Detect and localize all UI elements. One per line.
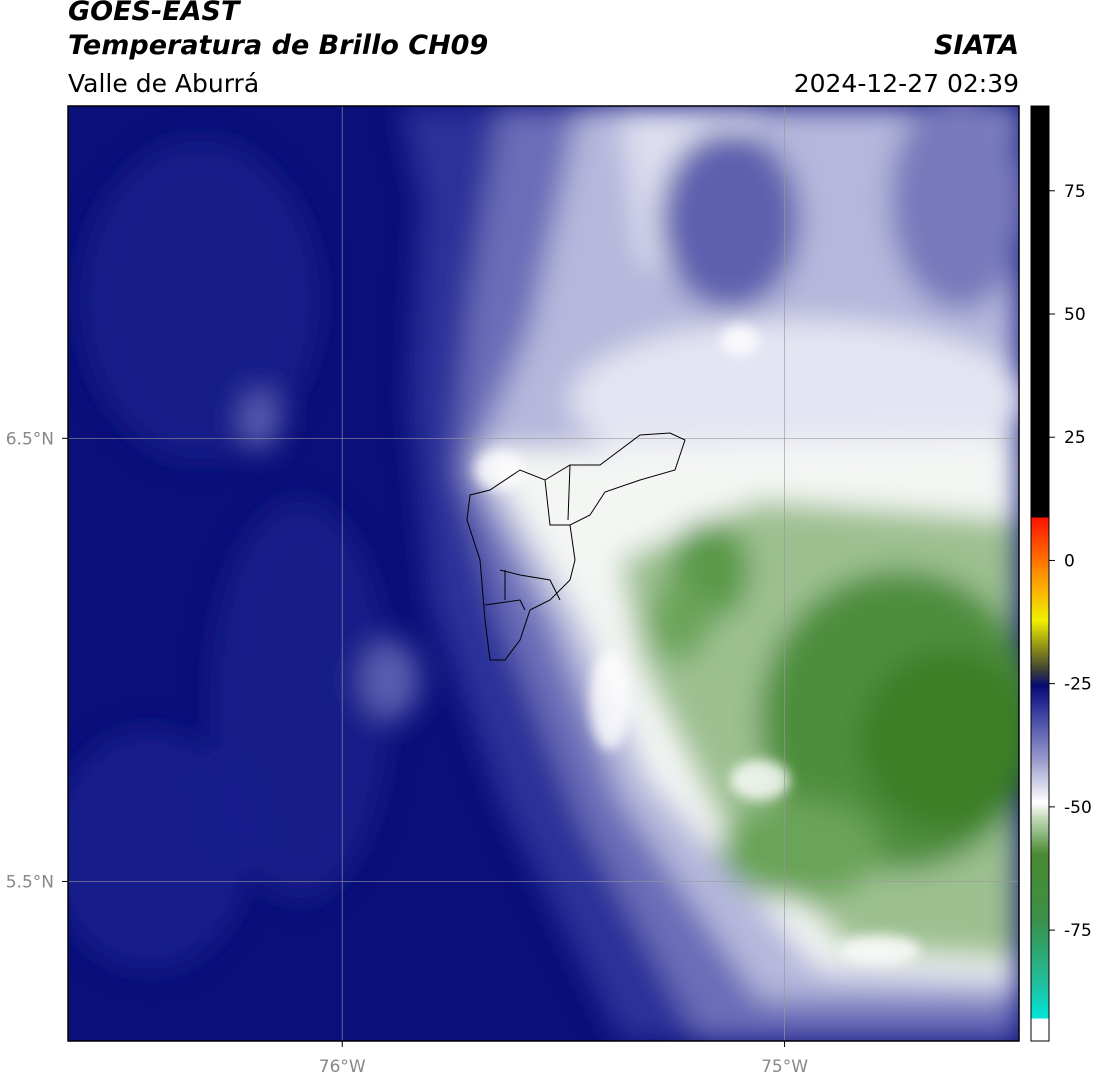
colorbar-ticks: 75 50 25 0 -25 -50 -75 (1049, 182, 1092, 941)
colorbar-tick-label: -50 (1064, 798, 1092, 818)
municipal-line (567, 464, 571, 521)
region: Valle de Aburrá (68, 69, 259, 98)
x-tick-label: 75°W (761, 1057, 808, 1077)
title-block: GOES-EAST Temperatura de Brillo CH09 Val… (68, 0, 1019, 98)
municipal-line (544, 479, 570, 526)
colorbar (1030, 105, 1050, 1042)
municipal-line (499, 569, 561, 601)
colorbar-tick-label: 25 (1064, 428, 1086, 448)
graticule: 76°W 75°W 6.5°N 5.5°N (6, 106, 1019, 1077)
colorbar-tick-label: -75 (1064, 921, 1092, 941)
valle-outline (466, 432, 686, 661)
colorbar-tick-label: 0 (1064, 551, 1075, 571)
title: GOES-EAST (68, 0, 242, 27)
y-tick-label: 6.5°N (6, 429, 54, 449)
datetime: 2024-12-27 02:39 (794, 69, 1019, 98)
colorbar-tick-label: 50 (1064, 305, 1086, 325)
colorbar-tick-label: -25 (1064, 675, 1092, 695)
colorbar-tick-label: 75 (1064, 182, 1086, 202)
map-frame (67, 105, 1020, 1042)
y-tick-label: 5.5°N (6, 872, 54, 892)
agency: SIATA (934, 30, 1019, 61)
map-image (68, 106, 1019, 1041)
municipal-line (484, 599, 526, 611)
subtitle: Temperatura de Brillo CH09 (68, 30, 488, 61)
x-tick-label: 76°W (319, 1057, 366, 1077)
